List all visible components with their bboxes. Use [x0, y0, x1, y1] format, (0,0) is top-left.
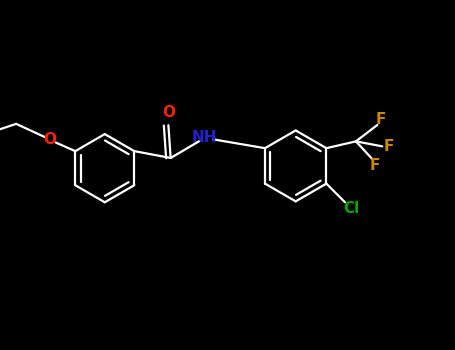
Text: NH: NH [192, 130, 217, 145]
Text: Cl: Cl [343, 201, 359, 216]
Text: O: O [44, 132, 57, 147]
Text: F: F [384, 139, 394, 154]
Text: F: F [370, 158, 380, 173]
Text: O: O [162, 105, 175, 120]
Text: F: F [376, 112, 386, 127]
